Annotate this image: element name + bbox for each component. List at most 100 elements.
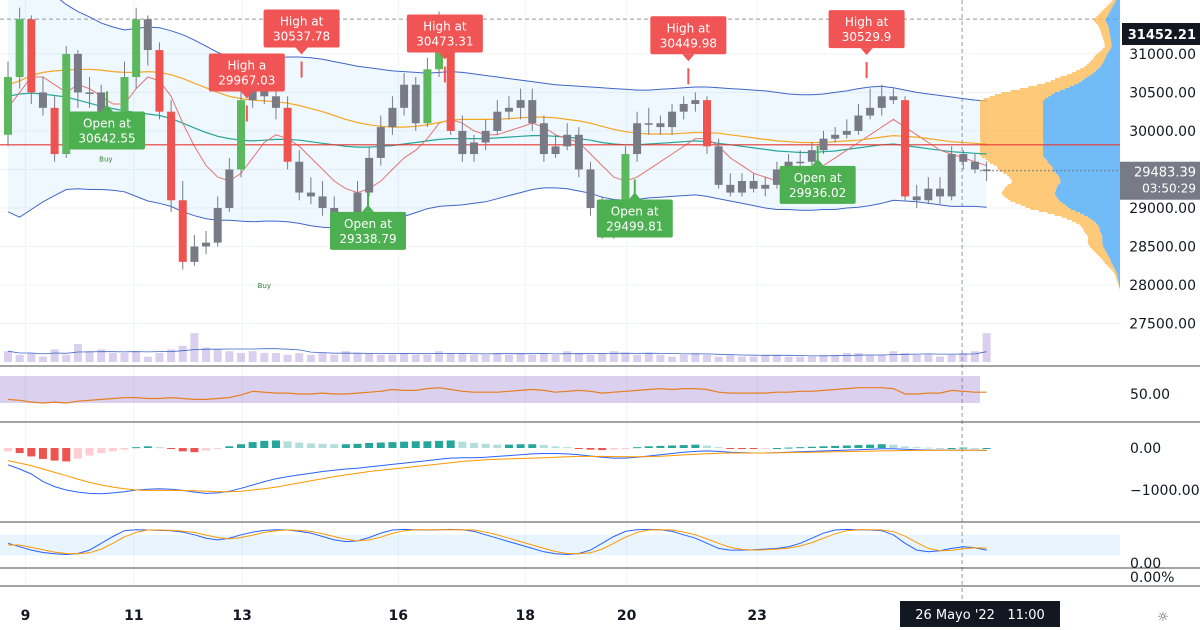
profile-bar-sell [1102,36,1111,38]
volume-bar [50,349,59,362]
profile-bar-sell [1094,18,1106,20]
settings-icon[interactable]: ☼ [1157,610,1169,625]
profile-bar-sell [983,98,1046,100]
profile-bar-sell [1019,88,1065,90]
profile-bar-sell [1110,2,1115,4]
profile-bar-buy [1100,232,1120,234]
macd-hist-bar [854,445,863,448]
profile-bar-buy [1098,68,1120,70]
profile-bar-buy [1108,256,1120,258]
profile-bar-sell [980,150,1043,152]
macd-hist-bar [481,443,490,448]
volume-bar [703,354,711,362]
candle-body [889,96,898,101]
macd-hist-bar [959,447,968,449]
stoch-d-line [8,529,987,555]
profile-bar-buy [1054,92,1120,94]
profile-bar-sell [1106,6,1113,8]
profile-bar-sell [1088,62,1103,64]
candle-body [877,96,886,108]
profile-bar-buy [1107,52,1120,54]
profile-bar-sell [980,118,1043,120]
macd-hist-bar [621,448,630,449]
candle-body [772,169,781,185]
macd-low-label: −1000.00 [1130,483,1200,499]
candle-body [15,19,24,78]
candles[interactable] [4,7,991,270]
macd-hist-bar [237,444,245,448]
macd-hist-bar [528,444,537,448]
profile-bar-sell [1102,48,1111,50]
volume-bar [970,351,979,362]
volume-bar [365,353,374,362]
volume-bar [784,356,793,362]
macd-hist-bar [493,444,502,448]
profile-bar-buy [1043,134,1120,136]
macd-hist-bar [167,448,176,449]
candle-body [458,130,467,155]
profile-bar-sell [1108,4,1114,6]
volume-bar [225,351,234,362]
time-tick-label: 23 [747,608,766,624]
annotation-line1: Open at [611,204,659,218]
macd-hist-bar [202,448,211,451]
profile-bar-sell [1007,198,1059,200]
volume-bar [947,354,956,362]
profile-bar-buy [1043,108,1120,110]
profile-bar-buy [1043,120,1120,122]
profile-bar-sell [980,142,1044,144]
profile-bar-buy [1056,196,1120,198]
profile-bar-sell [980,112,1043,114]
volume-bar [982,333,991,362]
profile-bar-sell [1001,92,1055,94]
candle-body [807,150,816,162]
macd-hist-bar [563,447,572,449]
volume-bar [353,353,362,362]
time-axis: 9 11 13 16 18 20 23 [21,608,767,624]
volume-bar [831,354,840,362]
profile-bar-buy [1119,286,1120,288]
candle-body [854,115,863,131]
macd-hist-bar [423,441,432,448]
profile-bar-buy [1055,190,1120,192]
profile-bar-sell [1060,76,1088,78]
profile-bar-sell [1117,282,1119,284]
profile-bar-sell [1108,266,1114,268]
candle-body [726,184,735,193]
candle-body [388,107,397,128]
profile-bar-buy [1067,206,1120,208]
macd-hist-bar [784,447,793,449]
volume-bar [912,354,921,362]
macd-hist-bar [446,440,455,448]
macd-hist-bar [539,445,548,448]
profile-bar-buy [1058,176,1120,178]
macd-hist-bar [772,448,781,449]
profile-bar-sell [1101,32,1110,34]
price-tick-label: 29000.00 [1129,201,1196,217]
profile-bar-sell [1088,244,1103,246]
profile-bar-sell [1020,204,1066,206]
candle-body [633,123,642,155]
profile-bar-buy [1109,30,1120,32]
profile-bar-sell [1009,176,1059,178]
candle-body [959,154,968,162]
profile-bar-buy [1111,40,1120,42]
macd-hist-bar [947,448,956,449]
candle-body [178,200,187,262]
profile-bar-buy [1095,70,1120,72]
candle-body [4,77,12,135]
profile-bar-buy [1082,80,1120,82]
macd-hist-bar [819,446,828,448]
profile-bar-buy [1043,110,1120,112]
macd-hist-bar [924,447,933,449]
volume-bar [120,353,129,362]
profile-bar-sell [993,164,1051,166]
profile-bar-buy [1043,118,1120,120]
profile-bar-sell [1097,24,1108,26]
volume-bar [435,351,444,362]
profile-bar-sell [980,140,1044,142]
macd-hist-bar [936,448,944,449]
profile-bar-buy [1107,24,1120,26]
profile-bar-buy [1106,252,1120,254]
